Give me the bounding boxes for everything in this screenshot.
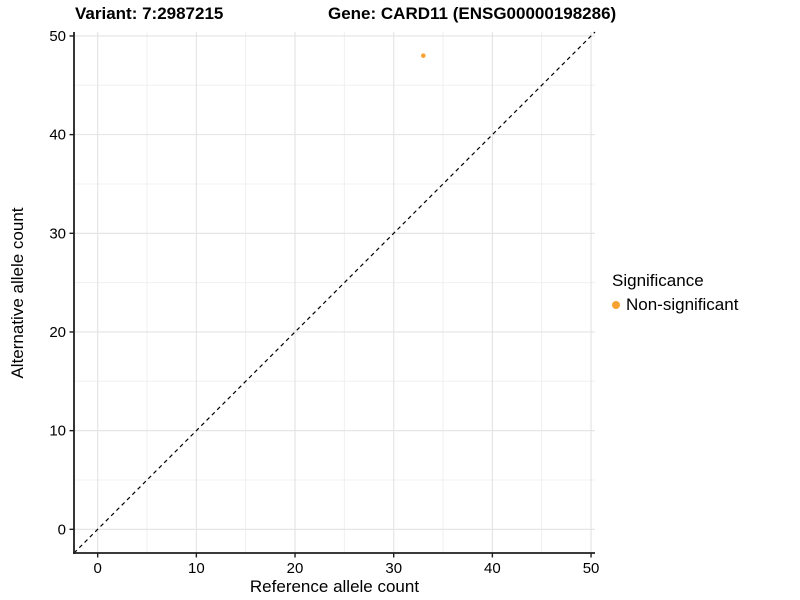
legend-title: Significance xyxy=(612,271,704,290)
legend-point-icon xyxy=(612,301,620,309)
legend-item-label: Non-significant xyxy=(626,295,739,314)
legend-item: Non-significant xyxy=(612,295,738,315)
gene-title: Gene: CARD11 (ENSG00000198286) xyxy=(328,4,617,23)
y-tick-label: 20 xyxy=(49,324,66,341)
x-tick-label: 10 xyxy=(188,560,205,577)
x-tick-label: 50 xyxy=(583,560,600,577)
x-tick-label: 40 xyxy=(484,560,501,577)
data-point xyxy=(421,53,426,58)
x-tick-label: 30 xyxy=(385,560,402,577)
y-tick-label: 50 xyxy=(49,28,66,45)
x-tick-label: 0 xyxy=(94,560,102,577)
identity-dashed-line xyxy=(73,31,596,554)
y-tick-label: 10 xyxy=(49,423,66,440)
y-axis-title: Alternative allele count xyxy=(8,207,27,379)
variant-title: Variant: 7:2987215 xyxy=(75,4,224,23)
x-axis-title: Reference allele count xyxy=(249,577,420,596)
y-tick-label: 40 xyxy=(49,127,66,144)
y-tick-label: 30 xyxy=(49,225,66,242)
legend: Significance Non-significant xyxy=(612,271,738,315)
y-tick-label: 0 xyxy=(58,521,66,538)
x-tick-label: 20 xyxy=(287,560,304,577)
